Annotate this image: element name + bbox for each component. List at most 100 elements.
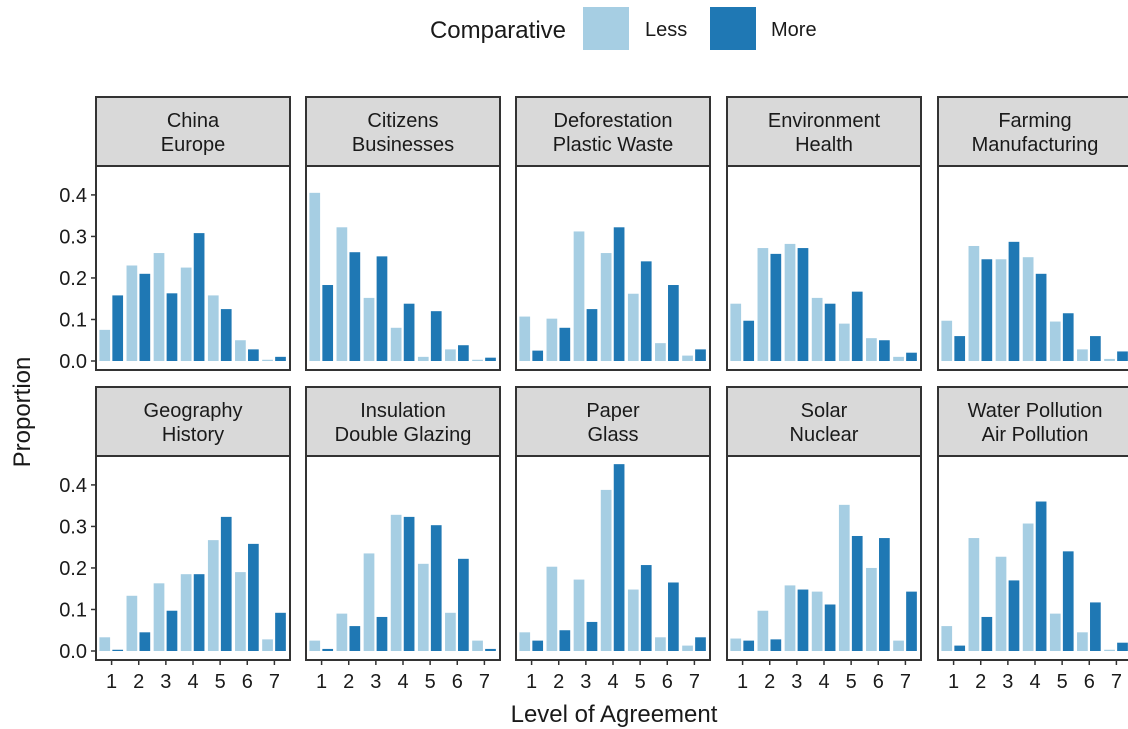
facet-plot-area [727, 456, 921, 660]
bar-less [627, 293, 639, 361]
facet-strip-label: Glass [587, 424, 638, 446]
legend-label-less: Less [645, 19, 687, 41]
bar-less [1049, 613, 1061, 651]
facet-plot-area [96, 166, 290, 370]
axes: 0.00.10.20.30.40.00.10.20.30.41 2 3 4 5 6 7 1 2 3… [59, 185, 1122, 693]
bar-more [532, 350, 544, 361]
bar-more [458, 345, 469, 361]
bar-more [797, 589, 809, 651]
facet-strip [305, 386, 501, 457]
facet-plot-area [727, 166, 921, 370]
bar-less [941, 626, 953, 651]
bar-more [166, 610, 178, 651]
bar-less [363, 297, 375, 361]
x-tick-label: 1 [948, 671, 959, 693]
bar-less [968, 538, 980, 651]
facet-strip-label: China [167, 110, 220, 132]
x-tick-label: 5 [425, 671, 436, 693]
facet-strip [937, 96, 1128, 167]
bar-more [322, 285, 334, 361]
bar-less [180, 267, 192, 361]
bar-less [1104, 358, 1115, 361]
bar-less [968, 245, 980, 361]
x-tick-label: 4 [1029, 671, 1040, 693]
bar-less [941, 320, 953, 361]
bar-less [1022, 257, 1034, 361]
x-tick-label: 3 [1002, 671, 1013, 693]
bar-more [586, 309, 598, 361]
x-tick-label: 2 [133, 671, 144, 693]
bar-less [390, 514, 402, 651]
x-tick-label: 1 [737, 671, 748, 693]
bar-less [682, 645, 693, 651]
legend: Comparative Less More [430, 7, 817, 50]
x-tick-label: 2 [975, 671, 986, 693]
legend-key-more [710, 7, 756, 50]
x-tick-label: 7 [269, 671, 280, 693]
bar-less [784, 243, 796, 361]
bar-more [532, 640, 544, 651]
bar-more [275, 356, 286, 361]
x-tick-label: 1 [106, 671, 117, 693]
facet-strip-label: Europe [161, 134, 226, 156]
bar-more [770, 253, 782, 361]
facet-strip-label: Manufacturing [972, 134, 1099, 156]
bar-more [954, 645, 966, 651]
x-tick-label: 5 [215, 671, 226, 693]
bar-more [1062, 551, 1074, 651]
facet-strip-label: Air Pollution [982, 424, 1089, 446]
bar-less [1049, 321, 1061, 361]
bar-less [893, 356, 904, 361]
bar-less [336, 227, 348, 361]
bar-more [193, 574, 205, 651]
x-tick-label: 4 [187, 671, 198, 693]
bar-more [322, 648, 334, 651]
x-tick-label: 4 [607, 671, 618, 693]
facet-plot-area [516, 166, 710, 370]
x-tick-label: 4 [397, 671, 408, 693]
bar-more [743, 640, 755, 651]
bar-more [613, 464, 625, 651]
bar-less [811, 297, 823, 361]
x-tick-label: 6 [873, 671, 884, 693]
bar-less [445, 612, 456, 651]
x-tick-label: 6 [662, 671, 673, 693]
bar-less [600, 253, 612, 361]
x-tick-label: 5 [846, 671, 857, 693]
bar-more [485, 357, 496, 361]
y-axis-title: Proportion [9, 357, 36, 468]
x-tick-label: 2 [553, 671, 564, 693]
bar-more [1117, 351, 1128, 361]
bar-less [99, 637, 111, 651]
bar-more [668, 285, 679, 361]
facet-strip [937, 386, 1128, 457]
bar-less [309, 640, 321, 651]
bar-less [309, 192, 321, 361]
bar-more [879, 538, 890, 651]
bar-less [519, 632, 531, 651]
bar-less [627, 589, 639, 651]
bar-more [559, 327, 571, 361]
bar-more [695, 637, 706, 651]
bar-less [866, 338, 877, 361]
facet-strip [95, 96, 291, 167]
bar-less [390, 327, 402, 361]
facet-strip-label: Health [795, 134, 853, 156]
bar-more [139, 632, 151, 651]
bar-more [1035, 501, 1047, 651]
bar-less [655, 343, 666, 361]
facet-plot-area [96, 456, 290, 660]
bar-less [573, 231, 585, 361]
y-tick-label: 0.1 [59, 309, 87, 331]
facet-strip-label: Plastic Waste [553, 134, 673, 156]
x-tick-label: 7 [689, 671, 700, 693]
bar-more [1090, 602, 1101, 651]
facet-strip-label: Deforestation [554, 110, 673, 132]
facet-border [726, 165, 922, 371]
bar-more [906, 591, 917, 651]
bar-less [730, 303, 742, 361]
